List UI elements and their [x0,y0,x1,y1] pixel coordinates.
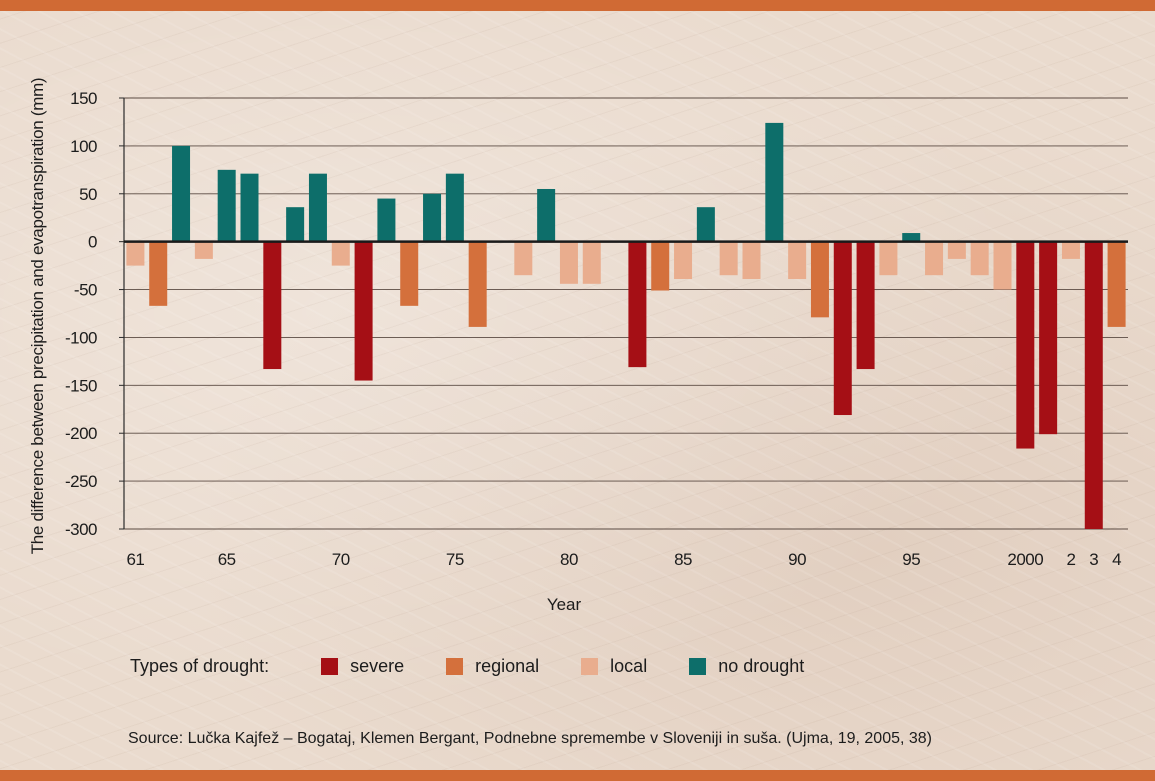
bar-1993 [856,241,875,370]
x-tick-label: 90 [788,550,806,569]
legend-swatch-severe [321,657,339,675]
y-axis-title: The difference between precipitation and… [28,77,47,555]
bar-2003 [1084,241,1103,529]
bar-1979 [537,188,556,242]
x-tick-label: 4 [1112,550,1121,569]
legend-label-regional: regional [475,655,540,676]
y-tick-label: 150 [70,89,97,108]
bar-1992 [833,241,852,416]
bar-1991 [810,241,829,318]
legend-label-local: local [610,655,648,676]
bar-1963 [172,145,191,242]
bar-1985 [674,241,693,280]
bar-1966 [240,173,259,242]
bar-1980 [559,241,578,284]
bar-1988 [742,241,761,280]
x-tick-label: 95 [902,550,920,569]
x-tick-label: 2 [1066,550,1075,569]
bar-1965 [217,169,236,242]
x-axis-title: Year [547,595,582,614]
bar-1970 [331,241,350,266]
x-tick-label: 3 [1089,550,1098,569]
bar-1998 [970,241,989,276]
bar-1984 [651,241,670,291]
bar-1996 [925,241,944,276]
legend-item-no-drought: no drought [689,656,804,677]
bar-2004 [1107,241,1126,327]
y-tick-label: -250 [65,472,97,491]
bar-1974 [423,193,442,242]
x-tick-label: 80 [560,550,578,569]
y-tick-label: 50 [79,185,97,204]
bar-1964 [194,241,213,259]
bar-1990 [788,241,807,280]
legend-swatch-no-drought [689,657,707,675]
bar-1997 [947,241,966,259]
y-tick-label: -100 [65,328,97,347]
bar-1971 [354,241,373,381]
x-tick-label: 75 [446,550,464,569]
legend-label-no-drought: no drought [718,655,805,676]
legend-swatch-local [581,657,599,675]
bottom-accent-band [0,770,1155,781]
y-tick-label: 0 [88,233,97,252]
bar-1986 [696,207,715,242]
bar-1968 [286,207,305,242]
bar-2002 [1061,241,1080,259]
bar-1999 [993,241,1012,290]
legend-title: Types of drought: [130,655,270,676]
legend-item-severe: severe [321,656,404,677]
bar-1975 [445,173,464,242]
top-accent-band [0,0,1155,11]
bar-1987 [719,241,738,276]
bar-1978 [514,241,533,276]
bar-1973 [400,241,419,306]
bar-1972 [377,198,396,242]
legend: Types of drought: severe regional local … [130,654,846,678]
legend-item-local: local [581,656,647,677]
legend-item-regional: regional [446,656,539,677]
bars [126,122,1126,529]
bar-1962 [149,241,168,306]
gridlines [124,97,1128,530]
bar-1981 [582,241,601,284]
bar-1961 [126,241,145,266]
bar-1994 [879,241,898,276]
bar-1967 [263,241,282,370]
y-tick-label: -300 [65,520,97,539]
bar-1989 [765,122,784,242]
x-tick-label: 65 [218,550,236,569]
bar-1976 [468,241,487,327]
x-tick-label: 61 [126,550,144,569]
source-citation: Source: Lučka Kajfež – Bogataj, Klemen B… [128,730,933,747]
x-tick-label: 85 [674,550,692,569]
bar-1969 [308,173,327,242]
legend-label-severe: severe [350,655,405,676]
legend-swatch-regional [446,657,464,675]
bar-1983 [628,241,647,368]
x-tick-label: 2000 [1007,550,1043,569]
y-tick-label: 100 [70,137,97,156]
bar-2001 [1039,241,1058,435]
bar-1995 [902,233,921,242]
x-tick-label: 70 [332,550,350,569]
y-tick-label: -200 [65,424,97,443]
y-tick-label: -150 [65,376,97,395]
y-axis-ticks: 150 100 50 0 -50 -100 -150 -200 -250 -300 [65,89,124,539]
x-axis-ticks: 61 65 70 75 80 85 90 95 2000 2 3 4 [126,550,1121,569]
bar-2000 [1016,241,1035,449]
y-tick-label: -50 [74,281,97,300]
